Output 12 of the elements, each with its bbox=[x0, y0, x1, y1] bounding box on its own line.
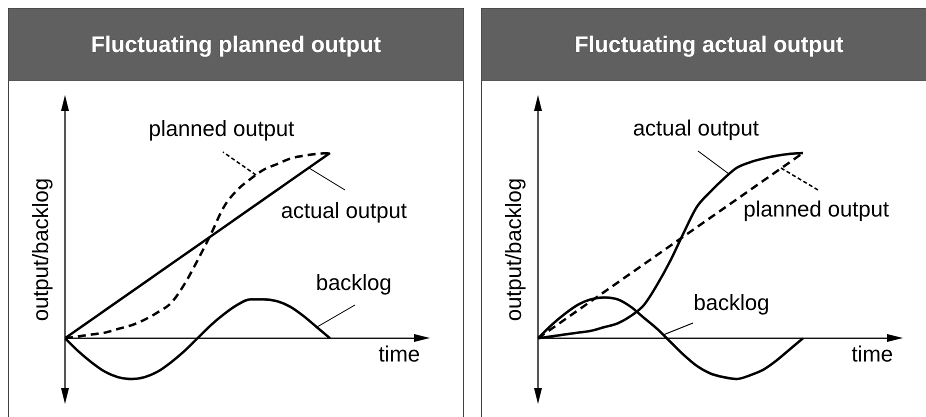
series-label: backlog bbox=[694, 290, 770, 316]
legend-label: actual output bbox=[280, 198, 407, 223]
legend-label: planned output bbox=[743, 196, 889, 222]
series-label: actual output bbox=[632, 116, 759, 141]
chart-title: Fluctuating actual output bbox=[574, 32, 844, 58]
series-label: backlog bbox=[316, 270, 392, 296]
chart-title: Fluctuating planned output bbox=[91, 32, 381, 58]
y-axis-title: output/backlog bbox=[501, 178, 526, 322]
y-axis-title: output/backlog bbox=[28, 178, 54, 322]
x-axis-title: time bbox=[851, 341, 893, 366]
x-axis-title: time bbox=[378, 341, 420, 366]
series-label: planned output bbox=[148, 116, 294, 141]
